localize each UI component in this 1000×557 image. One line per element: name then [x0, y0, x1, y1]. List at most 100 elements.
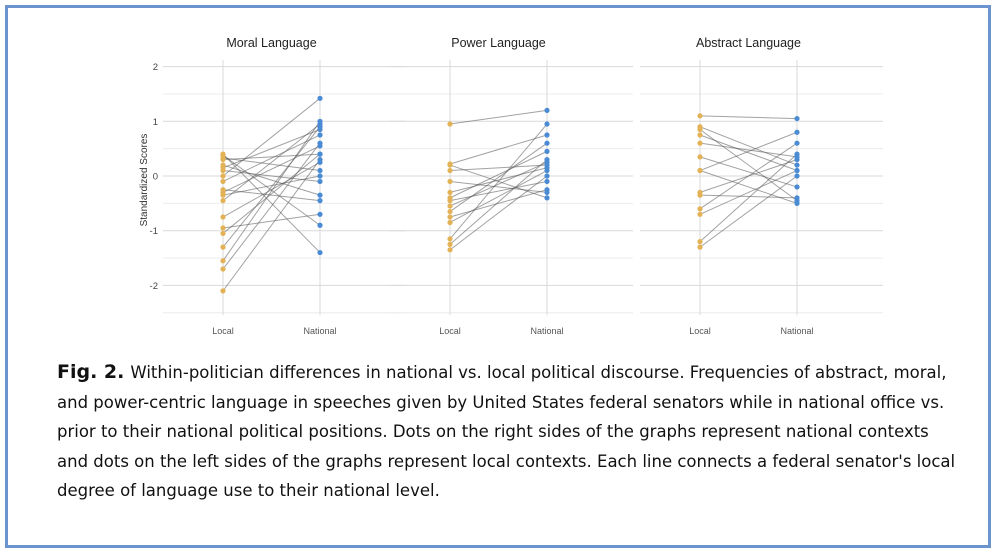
local-point	[447, 236, 453, 242]
senator-line	[699, 156, 798, 188]
caption-text: Within-politician differences in nationa…	[57, 363, 956, 500]
senator-line	[222, 170, 321, 182]
senator-line	[449, 150, 548, 199]
national-point	[317, 143, 323, 149]
senator-line	[449, 164, 548, 172]
senator-line	[222, 154, 321, 226]
national-point	[317, 151, 323, 157]
senator-line	[449, 134, 548, 165]
y-tick-label: -2	[150, 281, 158, 292]
national-point	[794, 129, 800, 135]
national-point	[794, 154, 800, 160]
national-point	[544, 148, 550, 154]
national-point	[317, 198, 323, 204]
figure-caption: Fig. 2. Within-politician differences in …	[57, 358, 957, 506]
national-point	[544, 107, 550, 113]
national-point	[794, 115, 800, 122]
senator-line	[222, 189, 321, 202]
local-point	[220, 151, 226, 157]
senator-line	[699, 170, 798, 215]
senator-line	[449, 170, 548, 223]
senator-line	[449, 180, 548, 202]
local-point	[697, 124, 703, 130]
national-point	[794, 184, 800, 190]
local-point	[447, 161, 453, 167]
national-point	[544, 178, 550, 185]
national-point	[794, 173, 800, 179]
y-tick-label: 2	[153, 62, 158, 73]
panel-title: Power Language	[451, 36, 546, 50]
senator-line	[222, 153, 321, 253]
national-point	[317, 167, 323, 174]
x-tick-label: Local	[689, 326, 711, 336]
senator-line	[222, 142, 321, 270]
local-point	[220, 288, 226, 294]
senator-line	[222, 126, 321, 248]
senator-line	[449, 180, 548, 193]
y-tick-label: -1	[150, 226, 158, 237]
x-tick-label: National	[530, 326, 563, 336]
senator-line	[699, 153, 798, 243]
local-point	[447, 178, 453, 185]
slope-chart-figure: Standardized Scores 2 1 0 -1 -2 Moral Language…	[139, 36, 883, 336]
local-point	[220, 178, 226, 185]
senator-line	[449, 161, 548, 207]
local-point	[220, 230, 226, 237]
local-point	[220, 198, 226, 204]
senator-line	[222, 153, 321, 234]
local-point	[447, 219, 453, 226]
national-point	[544, 162, 550, 168]
y-tick-label: 0	[153, 172, 158, 183]
x-tick-label: Local	[439, 326, 461, 336]
senator-line	[699, 175, 798, 248]
local-point	[697, 206, 703, 212]
local-point	[447, 241, 453, 247]
national-point	[544, 140, 550, 146]
senator-line	[222, 123, 321, 202]
senator-line	[222, 145, 321, 193]
local-point	[697, 113, 703, 119]
senator-line	[699, 142, 798, 158]
local-point	[447, 121, 453, 127]
national-point	[317, 126, 323, 133]
senator-line	[449, 189, 548, 218]
national-point	[544, 195, 550, 201]
panel-abstract-language: Abstract Language Local National	[640, 36, 883, 336]
local-point	[697, 140, 703, 146]
national-point	[544, 132, 550, 138]
panel-title: Abstract Language	[696, 36, 801, 50]
senator-line	[699, 129, 798, 202]
national-point	[317, 211, 323, 217]
y-axis-label: Standardized Scores	[139, 134, 150, 227]
local-point	[697, 189, 703, 196]
senator-line	[222, 153, 321, 161]
caption-label: Fig. 2.	[57, 361, 125, 383]
senator-line	[699, 170, 798, 204]
senator-line	[222, 97, 321, 177]
chart-panels: Standardized Scores 2 1 0 -1 -2 Moral Language…	[139, 36, 883, 336]
national-point	[317, 173, 323, 179]
y-tick-label: 1	[153, 117, 158, 128]
local-point	[220, 162, 226, 168]
local-point	[447, 208, 453, 215]
local-point	[697, 154, 703, 160]
panel-title: Moral Language	[226, 36, 316, 50]
x-tick-label: Local	[212, 326, 234, 336]
local-point	[447, 195, 453, 201]
x-tick-label: National	[303, 326, 336, 336]
national-point	[317, 192, 323, 198]
local-point	[697, 239, 703, 245]
national-point	[317, 121, 323, 127]
senator-line	[449, 109, 548, 125]
local-point	[447, 189, 453, 196]
figure-frame	[5, 5, 991, 548]
local-point	[220, 214, 226, 220]
national-point	[317, 95, 323, 101]
national-point	[317, 222, 323, 228]
senator-line	[222, 121, 321, 262]
national-point	[317, 159, 323, 165]
panel-power-language: Power Language Local National	[390, 36, 633, 336]
local-point	[697, 211, 703, 217]
national-point	[544, 189, 550, 196]
national-point	[544, 121, 550, 127]
